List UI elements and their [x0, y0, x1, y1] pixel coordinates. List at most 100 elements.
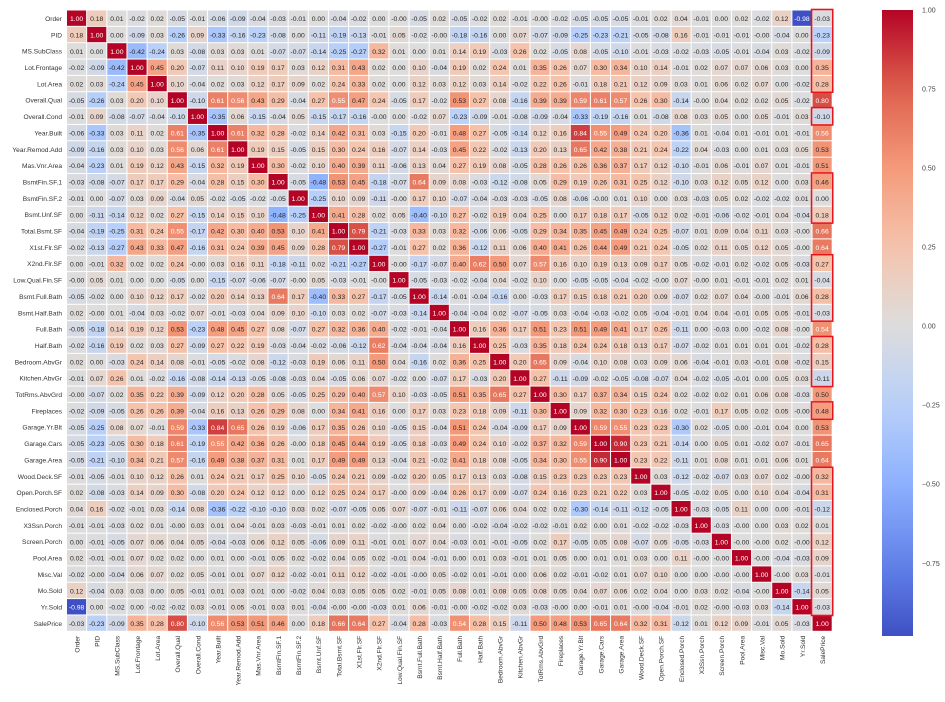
- heatmap-cell: 0.02: [772, 468, 792, 484]
- heatmap-cell: 0.05: [288, 108, 308, 124]
- cell-value-label: -0.01: [190, 588, 206, 595]
- heatmap-cell: -0.02: [792, 75, 812, 92]
- heatmap-cell: 0.30: [530, 402, 550, 419]
- cell-fill: [611, 141, 631, 157]
- cell-value-label: 0.05: [392, 212, 405, 219]
- cell-value-label: 0.19: [130, 327, 143, 334]
- cell-fill: [147, 92, 167, 108]
- heatmap-cell: 0.32: [328, 321, 349, 337]
- cell-value-label: 0.42: [231, 441, 244, 448]
- cell-value-label: 0.49: [332, 458, 345, 465]
- cell-fill: [651, 59, 671, 75]
- heatmap-cell: -0.33: [208, 26, 228, 43]
- cell-value-label: 0.02: [312, 261, 325, 268]
- x-tick-label: Lot.Area: [155, 635, 162, 660]
- cell-value-label: 0.32: [251, 131, 264, 138]
- heatmap-cell: 0.09: [288, 239, 308, 255]
- cell-value-label: 0.55: [171, 229, 184, 236]
- cell-value-label: 0.23: [634, 408, 647, 415]
- heatmap-cell: 0.03: [228, 75, 248, 92]
- cell-value-label: 0.29: [171, 180, 184, 187]
- cell-fill: [449, 239, 469, 255]
- heatmap-cell: 0.23: [631, 419, 651, 435]
- heatmap-cell: 0.02: [711, 386, 731, 402]
- cell-value-label: 0.05: [775, 621, 788, 628]
- cell-value-label: 0.02: [312, 507, 325, 514]
- cell-value-label: -0.23: [89, 441, 105, 448]
- heatmap-cell: -0.01: [711, 353, 731, 370]
- cell-value-label: 0.03: [775, 49, 788, 56]
- cell-value-label: 0.05: [554, 556, 567, 563]
- cell-fill: [127, 223, 147, 239]
- heatmap-cell: 0.28: [409, 615, 429, 631]
- heatmap-cell: -0.08: [187, 370, 208, 386]
- cell-value-label: -0.42: [109, 65, 125, 72]
- cell-fill: [550, 92, 570, 108]
- cell-value-label: -0.02: [170, 605, 186, 612]
- cell-fill: [328, 157, 349, 173]
- cell-fill: [651, 141, 671, 157]
- heatmap-cell: 0.17: [308, 419, 328, 435]
- cell-fill: [107, 108, 127, 124]
- cell-fill: [752, 272, 772, 288]
- cell-fill: [167, 26, 187, 43]
- heatmap-cell: -0.00: [792, 533, 812, 550]
- heatmap-cell: 0.04: [248, 304, 268, 321]
- heatmap-cell: 0.05: [631, 304, 651, 321]
- cell-value-label: -0.07: [190, 65, 206, 72]
- heatmap-cell: 1.00: [187, 108, 208, 124]
- cell-value-label: -0.02: [69, 343, 85, 350]
- cell-value-label: -0.21: [331, 261, 347, 268]
- cell-value-label: 0.04: [574, 588, 587, 595]
- cell-value-label: -0.02: [170, 310, 186, 317]
- heatmap-cell: -0.13: [349, 26, 369, 43]
- heatmap-cell: 0.05: [369, 501, 389, 517]
- heatmap-cell: -0.00: [752, 533, 772, 550]
- heatmap-cell: 0.01: [711, 337, 731, 353]
- cell-value-label: 0.56: [211, 621, 224, 628]
- cell-value-label: -0.02: [512, 278, 528, 285]
- cell-value-label: 1.00: [312, 212, 325, 219]
- y-tick-label: PID: [51, 32, 62, 39]
- y-tick-label: Open.Porch.SF: [17, 490, 62, 497]
- heatmap-cell: 0.03: [127, 190, 147, 206]
- x-tick-label: X2nd.Flr.SF: [377, 636, 384, 671]
- heatmap-cell: 0.19: [248, 337, 268, 353]
- cell-fill: [611, 43, 631, 59]
- heatmap-cell: -0.35: [187, 124, 208, 141]
- cell-value-label: -0.04: [693, 359, 709, 366]
- heatmap-cell: 0.00: [187, 272, 208, 288]
- cell-fill: [147, 141, 167, 157]
- heatmap-cell: 0.48: [812, 402, 832, 419]
- cell-fill: [409, 124, 429, 141]
- heatmap-cell: 0.49: [349, 451, 369, 468]
- heatmap-cell: -0.03: [731, 599, 752, 615]
- heatmap-cell: 0.09: [631, 255, 651, 272]
- heatmap-cell: 0.45: [127, 75, 147, 92]
- heatmap-cell: -0.09: [127, 26, 147, 43]
- heatmap-cell: 0.03: [147, 304, 167, 321]
- heatmap-cell: 0.17: [631, 321, 651, 337]
- heatmap-cell: 0.12: [651, 174, 671, 190]
- cell-fill: [550, 141, 570, 157]
- heatmap-cell: 0.24: [328, 75, 349, 92]
- cell-fill: [631, 321, 651, 337]
- cell-fill: [167, 272, 187, 288]
- heatmap-cell: 0.20: [127, 92, 147, 108]
- cell-value-label: -0.03: [290, 376, 306, 383]
- cell-value-label: 0.10: [130, 294, 143, 301]
- cell-fill: [208, 59, 228, 75]
- y-tick-label: BsmtFin.SF.2: [23, 196, 63, 203]
- cell-value-label: -0.05: [351, 507, 367, 514]
- cell-fill: [752, 43, 772, 59]
- cell-value-label: 0.02: [171, 556, 184, 563]
- cell-fill: [429, 174, 449, 190]
- heatmap-cell: 1.00: [510, 370, 530, 386]
- heatmap-cell: -0.03: [792, 615, 812, 631]
- heatmap-cell: 0.09: [369, 468, 389, 484]
- cell-value-label: -0.01: [69, 523, 85, 530]
- cell-value-label: 0.00: [695, 441, 708, 448]
- cell-value-label: 0.51: [251, 621, 264, 628]
- colorbar-tick-label: 0.00: [922, 324, 936, 331]
- heatmap-cell: -0.04: [611, 272, 631, 288]
